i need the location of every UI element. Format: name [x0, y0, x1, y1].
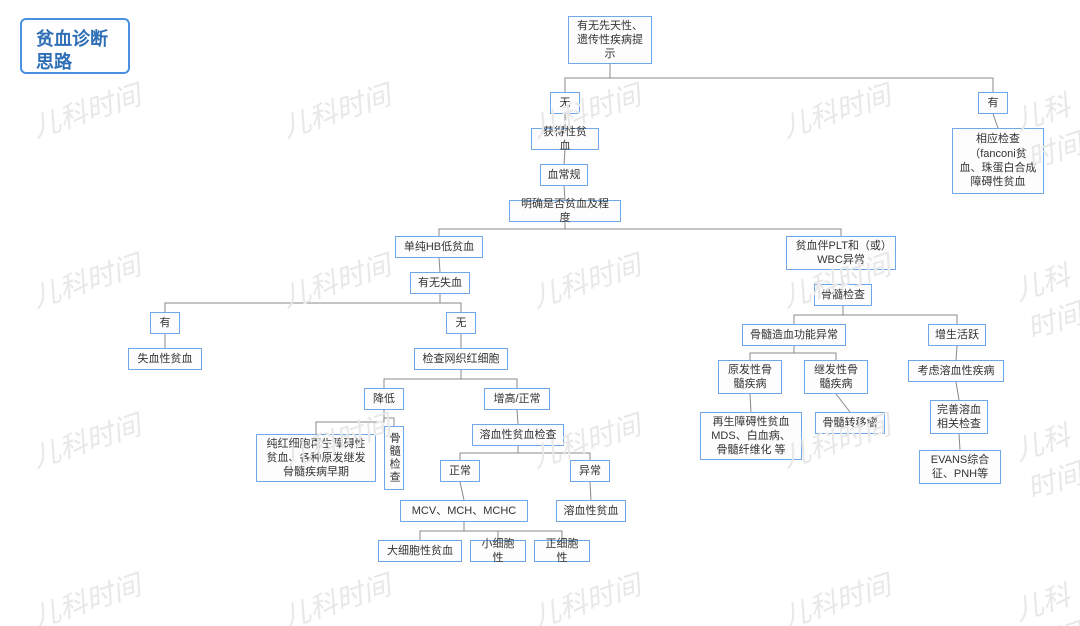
edge-normal-mcv	[460, 482, 464, 500]
node-blood_loss_q: 有无失血	[410, 272, 470, 294]
edge-abnormal-hem_anemia2	[590, 482, 591, 500]
node-aa_mds: 再生障碍性贫血MDS、白血病、骨髓纤维化 等	[700, 412, 802, 460]
node-wu: 无	[550, 92, 580, 114]
node-retic: 检查网织红细胞	[414, 348, 508, 370]
node-high_norm: 增高/正常	[484, 388, 550, 410]
node-degree: 明确是否贫血及程度	[509, 200, 621, 222]
node-macro: 大细胞性贫血	[378, 540, 462, 562]
node-normal: 正常	[440, 460, 480, 482]
diagram-title-text: 贫血诊断思路	[36, 29, 108, 72]
node-mcv: MCV、MCH、MCHC	[400, 500, 528, 522]
node-hem_anemia2: 溶血性贫血	[556, 500, 626, 522]
edge-retic-high_norm	[461, 370, 517, 388]
edge-blood_loss_q-bl_wu	[440, 294, 461, 312]
node-plt_wbc: 贫血伴PLT和（或）WBC异常	[786, 236, 896, 270]
edge-hemolysis-normal	[460, 446, 518, 460]
edge-bm_abn-primary	[750, 346, 794, 360]
watermark: 儿科时间	[27, 564, 146, 626]
edge-perfect-evans	[959, 434, 960, 450]
edge-bm_exam-active	[843, 306, 957, 324]
edge-you-hx_you	[993, 114, 998, 128]
node-consider: 考虑溶血性疾病	[908, 360, 1004, 382]
watermark: 儿科时间	[1009, 573, 1080, 626]
node-cbc: 血常规	[540, 164, 588, 186]
edge-bm_exam-bm_abn	[794, 306, 843, 324]
edge-hb_only-blood_loss_q	[439, 258, 440, 272]
node-bm_check_v: 骨髓检查	[384, 426, 404, 490]
node-hb_only: 单纯HB低贫血	[395, 236, 483, 258]
node-hemo_anemia: 失血性贫血	[128, 348, 202, 370]
edge-high_norm-hemolysis	[517, 410, 518, 424]
edge-root-wu	[565, 64, 610, 92]
node-hemolysis: 溶血性贫血检查	[472, 424, 564, 446]
diagram-title: 贫血诊断思路	[20, 18, 130, 74]
node-meta: 骨髓转移瘤	[815, 412, 885, 434]
watermark: 儿科时间	[777, 564, 896, 626]
edge-bm_abn-secondary	[794, 346, 836, 360]
node-primary: 原发性骨髓疾病	[718, 360, 782, 394]
edge-plt_wbc-bm_exam	[841, 270, 843, 284]
watermark: 儿科时间	[527, 564, 646, 626]
node-micro: 小细胞性	[470, 540, 526, 562]
node-you: 有	[978, 92, 1008, 114]
watermark: 儿科时间	[1009, 413, 1080, 508]
node-bl_you: 有	[150, 312, 180, 334]
edge-hemolysis-abnormal	[518, 446, 590, 460]
watermark: 儿科时间	[27, 74, 146, 147]
node-bm_abn: 骨髓造血功能异常	[742, 324, 846, 346]
edge-primary-aa_mds	[750, 394, 751, 412]
watermark: 儿科时间	[277, 564, 396, 626]
edge-low-pure	[316, 410, 384, 434]
node-evans: EVANS综合征、PNH等	[919, 450, 1001, 484]
node-abnormal: 异常	[570, 460, 610, 482]
node-pure: 纯红细胞再生障碍性贫血、各种原发继发骨髓疾病早期	[256, 434, 376, 482]
node-hx_you: 相应检查（fanconi贫血、珠蛋白合成障碍性贫血	[952, 128, 1044, 194]
node-bm_exam: 骨髓检查	[814, 284, 872, 306]
node-perfect: 完善溶血相关检查	[930, 400, 988, 434]
edge-low-bm_check_v	[384, 410, 394, 426]
edge-secondary-meta	[836, 394, 850, 412]
watermark: 儿科时间	[27, 244, 146, 317]
node-active: 增生活跃	[928, 324, 986, 346]
node-secondary: 继发性骨髓疾病	[804, 360, 868, 394]
edge-retic-low	[384, 370, 461, 388]
watermark: 儿科时间	[27, 404, 146, 477]
edge-root-you	[610, 64, 993, 92]
watermark: 儿科时间	[277, 74, 396, 147]
node-bl_wu: 无	[446, 312, 476, 334]
edge-blood_loss_q-bl_you	[165, 294, 440, 312]
node-acq: 获得性贫血	[531, 128, 599, 150]
node-low: 降低	[364, 388, 404, 410]
edge-mcv-macro	[420, 522, 464, 540]
watermark: 儿科时间	[1009, 253, 1080, 348]
watermark: 儿科时间	[277, 244, 396, 317]
watermark: 儿科时间	[777, 74, 896, 147]
watermark: 儿科时间	[527, 244, 646, 317]
edge-active-consider	[956, 346, 957, 360]
edge-consider-perfect	[956, 382, 959, 400]
node-normo: 正细胞性	[534, 540, 590, 562]
node-root: 有无先天性、遗传性疾病提示	[568, 16, 652, 64]
